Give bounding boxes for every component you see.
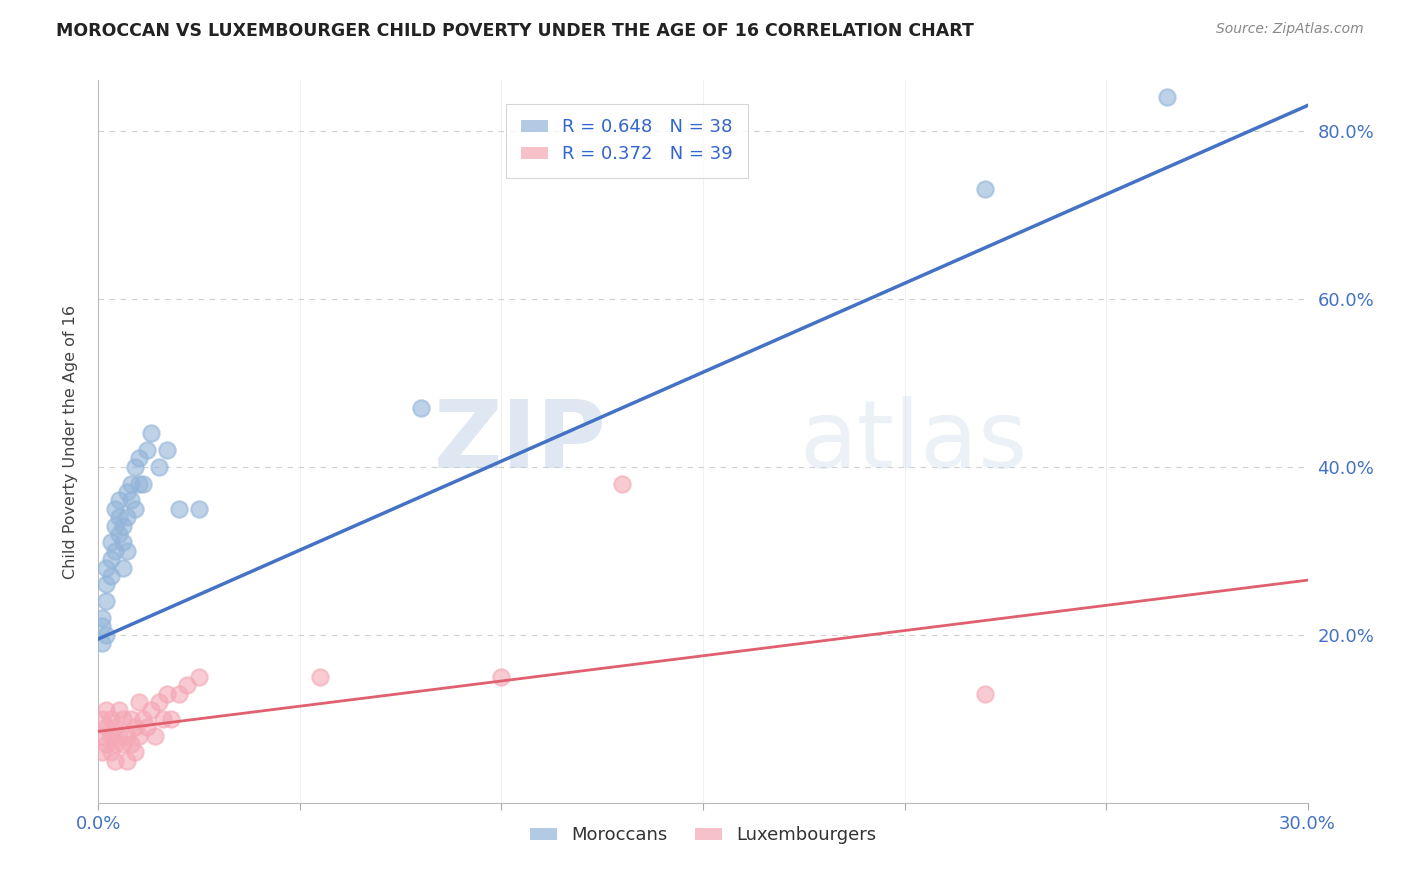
Point [91, 745, 114, 759]
Point [115, 729, 138, 743]
Point [115, 754, 138, 768]
Text: MOROCCAN VS LUXEMBOURGER CHILD POVERTY UNDER THE AGE OF 16 CORRELATION CHART: MOROCCAN VS LUXEMBOURGER CHILD POVERTY U… [56, 22, 974, 40]
Point [91, 729, 114, 743]
Point [100, 712, 122, 726]
Point [107, 729, 129, 743]
Point [103, 720, 125, 734]
Point [188, 670, 211, 684]
Y-axis label: Child Poverty Under the Age of 16: Child Poverty Under the Age of 16 [63, 304, 77, 579]
Point [96, 703, 118, 717]
Point [96, 720, 118, 734]
Point [120, 493, 142, 508]
Point [111, 712, 134, 726]
Point [91, 712, 114, 726]
Point [115, 543, 138, 558]
Point [143, 729, 166, 743]
Point [156, 442, 179, 457]
Point [120, 737, 142, 751]
Point [100, 535, 122, 549]
Text: ZIP: ZIP [433, 395, 606, 488]
Text: atlas: atlas [800, 395, 1028, 488]
Point [111, 560, 134, 574]
Point [152, 712, 174, 726]
Point [115, 485, 138, 500]
Legend: Moroccans, Luxembourgers: Moroccans, Luxembourgers [523, 819, 883, 852]
Point [103, 501, 125, 516]
Point [132, 476, 155, 491]
Point [139, 703, 162, 717]
Point [96, 737, 118, 751]
Point [974, 687, 997, 701]
Point [188, 501, 211, 516]
Point [91, 636, 114, 650]
Point [167, 687, 190, 701]
Point [91, 619, 114, 633]
Point [135, 442, 157, 457]
Point [96, 594, 118, 608]
Point [91, 611, 114, 625]
Point [100, 745, 122, 759]
Point [103, 737, 125, 751]
Point [1156, 90, 1178, 104]
Point [107, 493, 129, 508]
Point [409, 401, 432, 415]
Point [128, 451, 150, 466]
Point [111, 737, 134, 751]
Point [96, 628, 118, 642]
Point [139, 426, 162, 441]
Point [124, 745, 146, 759]
Point [491, 670, 513, 684]
Point [128, 729, 150, 743]
Point [128, 476, 150, 491]
Point [974, 182, 997, 196]
Point [100, 569, 122, 583]
Point [115, 510, 138, 524]
Point [111, 535, 134, 549]
Point [135, 720, 157, 734]
Point [309, 670, 332, 684]
Point [167, 501, 190, 516]
Point [103, 543, 125, 558]
Point [120, 476, 142, 491]
Point [103, 518, 125, 533]
Point [103, 754, 125, 768]
Point [132, 712, 155, 726]
Point [107, 527, 129, 541]
Point [176, 678, 198, 692]
Point [120, 712, 142, 726]
Point [96, 577, 118, 591]
Point [107, 510, 129, 524]
Point [128, 695, 150, 709]
Point [100, 729, 122, 743]
Text: Source: ZipAtlas.com: Source: ZipAtlas.com [1216, 22, 1364, 37]
Point [612, 476, 634, 491]
Point [124, 459, 146, 474]
Point [156, 687, 179, 701]
Point [107, 703, 129, 717]
Point [160, 712, 183, 726]
Point [148, 695, 170, 709]
Point [96, 560, 118, 574]
Point [148, 459, 170, 474]
Point [111, 518, 134, 533]
Point [124, 720, 146, 734]
Point [100, 552, 122, 566]
Point [124, 501, 146, 516]
